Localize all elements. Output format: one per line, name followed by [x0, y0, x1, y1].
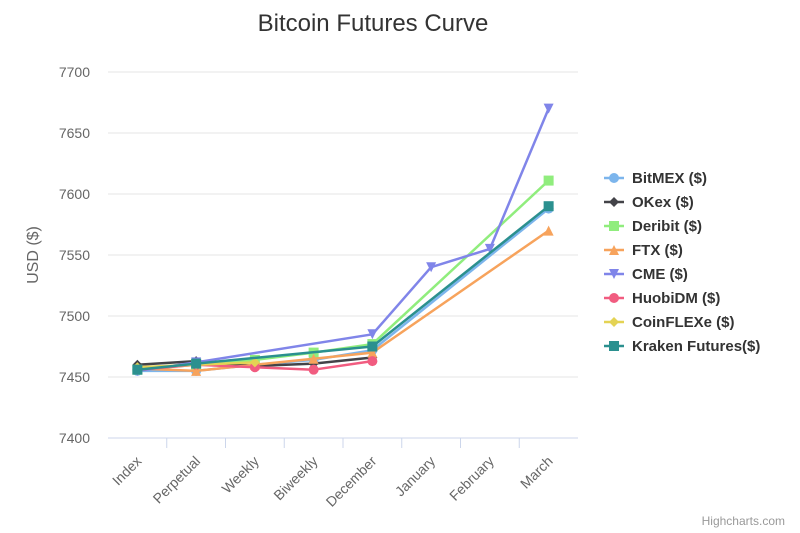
legend-label: BitMEX ($): [632, 170, 707, 187]
series-2[interactable]: [132, 175, 554, 375]
x-tick-label: Weekly: [218, 453, 262, 497]
x-tick-label: Perpetual: [150, 453, 204, 507]
data-point[interactable]: [484, 243, 495, 254]
legend-marker: [609, 173, 619, 183]
data-point[interactable]: [543, 225, 554, 236]
series-line[interactable]: [137, 108, 550, 373]
y-tick-label: 7650: [59, 125, 90, 141]
legend-label: CME ($): [632, 266, 688, 283]
data-point[interactable]: [543, 201, 554, 212]
legend-marker: [609, 341, 619, 351]
x-tick-label: February: [446, 453, 497, 504]
x-tick-label: January: [392, 453, 439, 500]
legend-label: HuobiDM ($): [632, 290, 720, 307]
legend-item[interactable]: BitMEX ($): [604, 170, 707, 187]
data-point[interactable]: [191, 358, 202, 369]
data-point[interactable]: [308, 353, 319, 364]
series-line[interactable]: [137, 229, 550, 373]
legend-label: CoinFLEXe ($): [632, 314, 735, 331]
chart-credits[interactable]: Highcharts.com: [702, 514, 785, 528]
legend-item[interactable]: Kraken Futures($): [604, 338, 760, 355]
data-point[interactable]: [367, 329, 378, 340]
legend-item[interactable]: Deribit ($): [604, 218, 702, 235]
y-tick-label: 7600: [59, 186, 90, 202]
data-point[interactable]: [367, 341, 378, 352]
data-point[interactable]: [543, 175, 554, 186]
data-point[interactable]: [191, 365, 202, 376]
legend: BitMEX ($) OKex ($) Deribit ($) FTX ($) CME …: [604, 170, 760, 355]
series-4[interactable]: [132, 103, 554, 376]
series-line[interactable]: [137, 205, 550, 371]
legend-marker: [609, 269, 619, 279]
y-axis-label: USD ($): [25, 226, 42, 284]
y-tick-label: 7400: [59, 430, 90, 446]
data-point[interactable]: [367, 356, 378, 367]
legend-marker: [609, 197, 619, 207]
legend-marker: [609, 317, 619, 327]
legend-label: FTX ($): [632, 242, 683, 259]
y-tick-label: 7700: [59, 64, 90, 80]
axes: 7400 7450 7500 7550 7600 7650 7700 Index Perpetu…: [59, 64, 578, 510]
y-tick-label: 7550: [59, 247, 90, 263]
data-point[interactable]: [426, 262, 437, 273]
legend-item[interactable]: FTX ($): [604, 242, 683, 259]
data-point[interactable]: [543, 103, 554, 114]
chart-title: Bitcoin Futures Curve: [258, 10, 489, 37]
legend-label: Deribit ($): [632, 218, 702, 235]
series-7[interactable]: [132, 201, 554, 375]
grid-lines: [108, 71, 578, 378]
series-line[interactable]: [137, 207, 550, 373]
series-line[interactable]: [137, 179, 550, 371]
legend-item[interactable]: OKex ($): [604, 194, 694, 211]
y-tick-label: 7450: [59, 369, 90, 385]
legend-item[interactable]: CME ($): [604, 266, 688, 283]
legend-label: OKex ($): [632, 194, 694, 211]
legend-item[interactable]: HuobiDM ($): [604, 290, 720, 307]
data-point[interactable]: [367, 347, 378, 358]
data-point[interactable]: [249, 357, 260, 368]
y-tick-label: 7500: [59, 308, 90, 324]
series-layer: [132, 103, 554, 376]
legend-marker: [609, 221, 619, 231]
x-tick-label: Biweekly: [270, 453, 320, 503]
x-tick-label: March: [517, 453, 556, 492]
x-tick-label: Index: [109, 453, 145, 489]
data-point[interactable]: [132, 364, 143, 375]
legend-marker: [609, 293, 619, 303]
x-tick-label: December: [323, 453, 380, 510]
legend-item[interactable]: CoinFLEXe ($): [604, 314, 735, 331]
legend-label: Kraken Futures($): [632, 338, 760, 355]
legend-marker: [609, 245, 619, 255]
data-point[interactable]: [308, 364, 319, 375]
